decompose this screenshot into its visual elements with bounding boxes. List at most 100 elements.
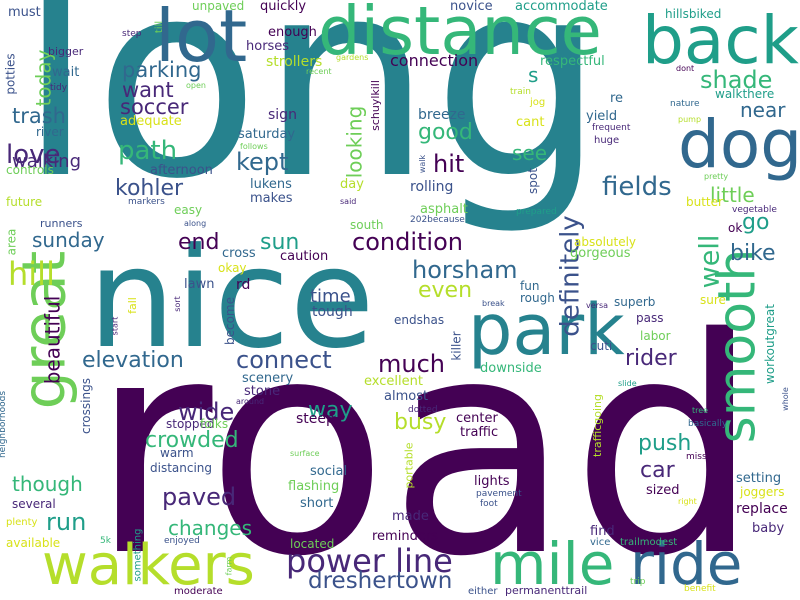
word-sunday: sunday [32, 228, 105, 252]
word-accommodate: accommodate [515, 0, 608, 14]
word-gardens: gardens [336, 53, 369, 62]
word-crossings: crossings [78, 378, 93, 434]
word-lawn: lawn [184, 277, 215, 292]
word-tough: tough [312, 304, 353, 320]
word-pump: pump [678, 115, 702, 124]
word-pretty: pretty [704, 172, 729, 181]
word-fall: fall [125, 297, 139, 314]
word-sort: sort [172, 296, 182, 312]
word-long: long [18, 0, 606, 239]
word-distancing: distancing [150, 461, 213, 475]
word-tree: tree [692, 406, 709, 415]
word-condition: condition [352, 228, 463, 256]
word-nature: nature [670, 99, 700, 109]
word-frequent: frequent [592, 123, 631, 133]
word-even: even [418, 278, 473, 303]
word-rider: rider [625, 346, 677, 371]
word-202because: 202because [410, 215, 465, 225]
word-way: way [308, 398, 353, 423]
word-kohler: kohler [115, 176, 184, 201]
word-step: step [122, 29, 142, 39]
word-miss: miss [686, 452, 707, 462]
word-hit: hit [433, 150, 465, 178]
word-distance: distance [318, 0, 602, 70]
word-afternoon: afternoon [150, 163, 213, 178]
word-trailmodest: trailmodest [620, 537, 678, 548]
word-cuti: cuti [590, 339, 613, 353]
word-end: end [178, 230, 220, 255]
word-much: much [378, 350, 445, 378]
word-elevation: elevation [82, 348, 184, 373]
word-day: day [340, 177, 364, 192]
word-fields: fields [602, 172, 672, 202]
word-rolling: rolling [410, 179, 454, 195]
word-excellent: excellent [364, 374, 423, 389]
word-follows: follows [240, 142, 268, 151]
word-crowded: crowded [145, 428, 239, 453]
word-jog: jog [530, 97, 546, 108]
word-spot: spot [525, 168, 540, 194]
word-versa: versa [586, 301, 609, 310]
word-river: river [36, 125, 64, 139]
word-controls: controls [6, 163, 54, 177]
word-yield: yield [586, 109, 618, 124]
word-well: well [694, 234, 726, 289]
word-want: want [122, 78, 174, 102]
word-time: time [310, 286, 351, 307]
word-lights: lights [474, 474, 510, 489]
word-pass: pass [636, 311, 664, 325]
word-workoutgreat: workoutgreat [763, 304, 777, 384]
word-around: around [236, 397, 265, 406]
word-path: path [118, 136, 178, 166]
word-run: run [46, 508, 87, 536]
word-train: train [510, 87, 531, 97]
word-nice: nice [88, 218, 375, 379]
word-road: road [90, 275, 761, 600]
word-sure: sure [700, 293, 726, 307]
word-makes: makes [250, 191, 293, 206]
word-folks: folks [200, 417, 229, 431]
word-gorgeous: gorgeous [570, 246, 631, 261]
word-horses: horses [246, 39, 290, 54]
word-rough: rough [520, 291, 555, 305]
word-recent: recent [306, 67, 332, 76]
word-setting: setting [736, 471, 782, 486]
word-good: good [418, 120, 473, 145]
word-right: right [678, 497, 697, 506]
word-car: car [640, 458, 675, 483]
word-schuylkill: schuylkill [368, 80, 382, 131]
word-flashing: flashing [288, 479, 340, 494]
word-wide: wide [178, 398, 235, 426]
word-tidy: tidy [50, 83, 68, 93]
word-warm: warm [160, 446, 194, 460]
word-prepared: prepared [516, 207, 557, 217]
word-re: re [610, 91, 624, 106]
word-must: must [8, 5, 41, 20]
word-area: area [4, 228, 19, 256]
word-traffic: traffic [460, 425, 499, 440]
word-cross: cross [222, 246, 256, 261]
word-vice: vice [590, 537, 611, 548]
word-okay: okay [218, 261, 247, 275]
word-butter: butter [686, 195, 723, 209]
word-see: see [512, 141, 548, 165]
word-easy: easy [174, 203, 203, 217]
word-definitely: definitely [555, 215, 586, 337]
word-beautiful: beautiful [40, 295, 65, 385]
word-short: short [300, 496, 334, 511]
word-surface: surface [290, 449, 320, 458]
word-shade: shade [700, 66, 773, 94]
word-basically: basically [688, 419, 728, 429]
word-soccer: soccer [120, 95, 189, 119]
word-superb: superb [614, 295, 656, 309]
word-huge: huge [594, 135, 620, 146]
word-love: love [6, 140, 61, 170]
word-scenery: scenery [242, 371, 294, 386]
word-dog: dog [678, 106, 800, 183]
word-several: several [12, 497, 56, 511]
word-go: go [742, 210, 770, 235]
word-pavement: pavement [476, 489, 522, 499]
word-stopped: stopped [166, 417, 215, 431]
word-find: find [590, 524, 615, 539]
